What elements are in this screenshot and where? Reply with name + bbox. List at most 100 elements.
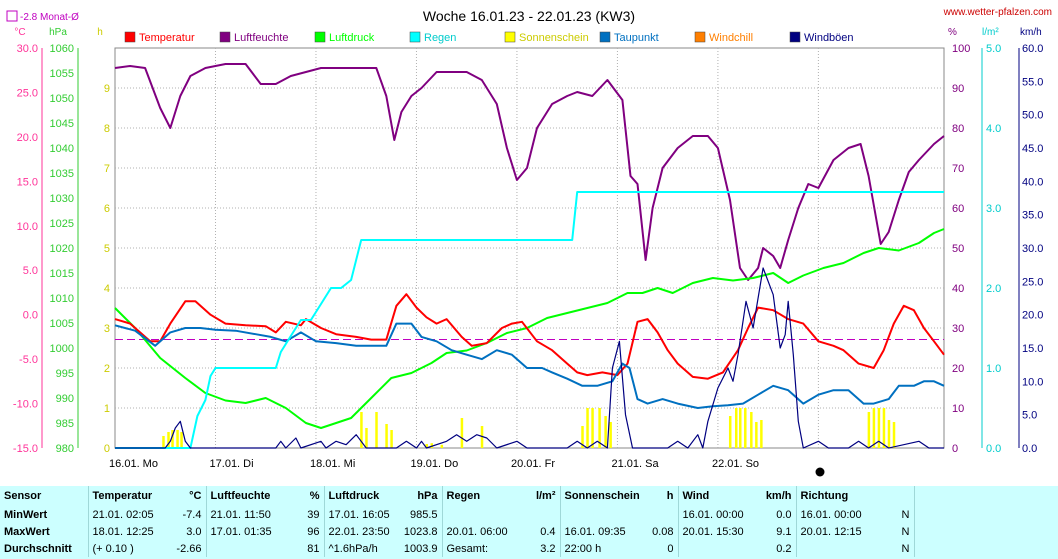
row-label: MinWert <box>0 506 89 523</box>
min-temp-time: 21.01. 02:05 <box>92 508 154 521</box>
sunshine-bar <box>604 416 607 448</box>
avg-legend-label: -2.8 Monat-Ø <box>20 12 79 23</box>
summary-row-max: MaxWert 18.01. 12:25 3.0 17.01. 01:35 96 2… <box>0 523 1058 540</box>
sunshine-bar <box>728 416 732 448</box>
sun-tick-label: 8 <box>104 123 110 135</box>
sunshine-bar <box>460 418 464 448</box>
press-unit-label: hPa <box>49 27 67 38</box>
hdr-press-unit: hPa <box>417 490 438 502</box>
sunshine-bar <box>365 428 368 448</box>
legend-label-rain: Regen <box>424 32 456 44</box>
press-tick-label: 1010 <box>50 293 74 305</box>
max-temp-val: 3.0 <box>186 525 202 538</box>
wind-tick-label: 45.0 <box>1022 143 1043 155</box>
avg-hum-val: 81 <box>307 542 320 555</box>
sunshine-bar <box>892 422 896 448</box>
avg-dir-val: N <box>901 542 910 555</box>
temp-unit-label: °C <box>14 27 25 38</box>
avg-rain-time: Gesamt: <box>446 542 489 555</box>
sun-tick-label: 3 <box>104 323 110 335</box>
chart-title: Woche 16.01.23 - 22.01.23 (KW3) <box>423 8 635 24</box>
x-axis-labels: 16.01. Mo 17.01. Di 18.01. Mi 19.01. Do 20.0… <box>109 458 759 470</box>
site-link[interactable]: www.wetter-pfalzen.com <box>943 7 1052 18</box>
temp-tick-label: 20.0 <box>17 132 38 144</box>
wind-tick-label: 25.0 <box>1022 276 1043 288</box>
max-press-time: 22.01. 23:50 <box>328 525 390 538</box>
legend-swatch-chill <box>694 31 706 43</box>
sunshine-bar <box>360 412 363 448</box>
sunshine-bars <box>162 408 896 448</box>
wind-tick-label: 40.0 <box>1022 176 1043 188</box>
hdr-hum-unit: % <box>309 490 320 502</box>
temp-tick-label: 25.0 <box>17 87 38 99</box>
temp-tick-label: 5.0 <box>23 265 38 277</box>
sunshine-bar <box>755 422 758 448</box>
legend-label-press: Luftdruck <box>329 32 375 44</box>
wind-unit-label: km/h <box>1020 27 1042 38</box>
sunshine-bar <box>734 408 738 448</box>
temp-tick-label: -10.0 <box>13 399 38 411</box>
wind-tick-label: 35.0 <box>1022 210 1043 222</box>
max-wind-time: 20.01. 15:30 <box>682 525 744 538</box>
avg-temp-val: -2.66 <box>176 542 202 555</box>
press-tick-label: 985 <box>56 418 74 430</box>
hum-tick-label: 90 <box>952 83 964 95</box>
hum-tick-label: 50 <box>952 243 964 255</box>
press-tick-label: 1020 <box>50 243 74 255</box>
summary-row-avg: Durchschnitt (+ 0.10 ) -2.66 81 ^1.6hPa/h… <box>0 540 1058 557</box>
min-dir-time: 16.01. 00:00 <box>800 508 862 521</box>
rain-tick-label: 3.0 <box>986 203 1001 215</box>
sun-tick-label: 1 <box>104 403 110 415</box>
legend-label-sun: Sonnenschein <box>519 32 589 44</box>
hum-tick-label: 0 <box>952 443 958 455</box>
sunshine-bar <box>385 424 388 448</box>
press-tick-label: 1060 <box>50 43 74 55</box>
legend-swatch-temp <box>124 31 136 43</box>
hum-tick-label: 60 <box>952 203 964 215</box>
sun-tick-label: 4 <box>104 283 110 295</box>
x-day-label: 19.01. Do <box>411 458 459 470</box>
sunshine-bar <box>744 408 747 448</box>
hdr-hum: Luftfeuchte <box>210 490 271 502</box>
wind-tick-label: 20.0 <box>1022 310 1043 322</box>
rain-tick-label: 1.0 <box>986 363 1001 375</box>
hum-tick-label: 70 <box>952 163 964 175</box>
wind-tick-label: 0.0 <box>1022 443 1037 455</box>
temp-tick-label: 0.0 <box>23 310 38 322</box>
series-temp-line <box>114 293 945 380</box>
wind-tick-label: 50.0 <box>1022 110 1043 122</box>
legend-label-hum: Luftfeuchte <box>234 32 288 44</box>
legend-label-gust: Windböen <box>804 32 854 44</box>
max-rain-time: 20.01. 06:00 <box>446 525 508 538</box>
press-tick-label: 1035 <box>50 168 74 180</box>
hum-unit-label: % <box>948 27 957 38</box>
sunshine-bar <box>887 420 891 448</box>
avg-legend-box <box>6 10 18 22</box>
legend-swatch-sun <box>504 31 516 43</box>
rain-tick-label: 0.0 <box>986 443 1001 455</box>
legend-swatch-rain <box>409 31 421 43</box>
series-lines <box>114 63 945 449</box>
series-hum-line <box>114 63 945 281</box>
hum-tick-label: 40 <box>952 283 964 295</box>
hum-tick-label: 100 <box>952 43 970 55</box>
avg-sun-val: 0 <box>667 542 674 555</box>
max-dir-time: 20.01. 12:15 <box>800 525 862 538</box>
temp-tick-label: 15.0 <box>17 176 38 188</box>
axes: 30.025.020.015.010.05.00.0-5.0-10.0-15.0… <box>13 27 1044 455</box>
min-dir-val: N <box>901 508 910 521</box>
sunshine-bar <box>586 408 589 448</box>
min-wind-time: 16.01. 00:00 <box>682 508 744 521</box>
press-tick-label: 1015 <box>50 268 74 280</box>
x-day-label: 21.01. Sa <box>611 458 659 470</box>
wind-tick-label: 5.0 <box>1022 410 1037 422</box>
x-day-label: 22.01. So <box>712 458 759 470</box>
sunshine-bar <box>167 432 170 448</box>
press-tick-label: 1045 <box>50 118 74 130</box>
legend-swatch-gust <box>789 31 801 43</box>
wind-tick-label: 15.0 <box>1022 343 1043 355</box>
max-sun-time: 16.01. 09:35 <box>564 525 626 538</box>
avg-temp-time: (+ 0.10 ) <box>92 542 134 555</box>
sunshine-bar <box>390 430 393 448</box>
hum-tick-label: 10 <box>952 403 964 415</box>
